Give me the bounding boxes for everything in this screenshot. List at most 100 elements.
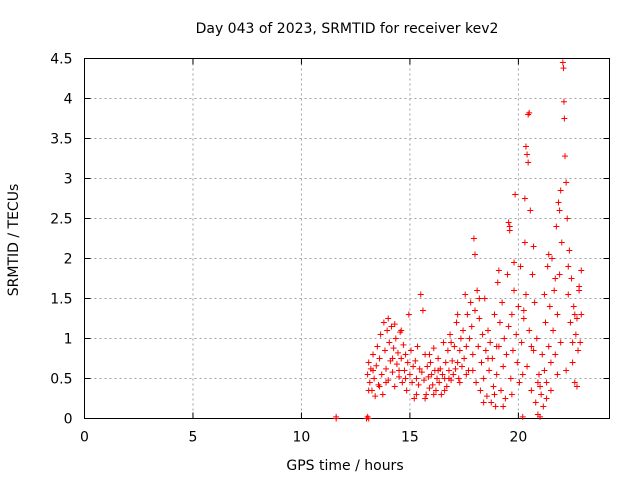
data-point <box>520 315 527 322</box>
data-point <box>549 255 556 262</box>
y-tick-label: 1 <box>64 332 73 348</box>
data-point <box>333 413 340 420</box>
data-point <box>480 399 487 406</box>
data-point <box>530 347 537 354</box>
data-point <box>471 307 478 314</box>
data-point <box>485 327 492 334</box>
data-point <box>551 287 558 294</box>
data-point <box>577 339 584 346</box>
data-point <box>434 375 441 382</box>
data-point <box>569 339 576 346</box>
data-point <box>417 291 424 298</box>
data-point <box>402 351 409 358</box>
data-point <box>541 367 548 374</box>
data-point <box>524 151 531 158</box>
data-point <box>426 385 433 392</box>
data-point <box>507 375 514 382</box>
data-point <box>416 365 423 372</box>
data-point <box>441 387 448 394</box>
data-point <box>544 263 551 270</box>
data-point <box>547 387 554 394</box>
data-point <box>389 369 396 376</box>
data-point <box>556 207 563 214</box>
data-point <box>385 315 392 322</box>
y-tick-label: 4.5 <box>50 52 72 68</box>
data-point <box>449 357 456 364</box>
data-point <box>524 363 531 370</box>
data-point <box>390 345 397 352</box>
data-point <box>501 335 508 342</box>
data-point <box>538 391 545 398</box>
data-point <box>504 271 511 278</box>
data-point <box>404 359 411 366</box>
x-tick-label: 5 <box>189 430 198 446</box>
data-point <box>399 379 406 386</box>
data-point <box>560 98 567 105</box>
data-point <box>380 319 387 326</box>
data-point <box>381 347 388 354</box>
data-point <box>384 327 391 334</box>
data-point <box>505 219 512 226</box>
data-point <box>559 59 566 66</box>
data-point <box>473 379 480 386</box>
data-point <box>494 279 501 286</box>
data-point <box>558 239 565 246</box>
data-point <box>391 321 398 328</box>
data-point <box>461 355 468 362</box>
data-point <box>505 323 512 330</box>
data-point <box>563 179 570 186</box>
data-point <box>424 363 431 370</box>
data-point <box>405 311 412 318</box>
data-point <box>413 375 420 382</box>
data-point <box>509 347 516 354</box>
data-point <box>553 223 560 230</box>
data-point <box>562 153 569 160</box>
x-tick-label: 20 <box>509 430 527 446</box>
data-point <box>442 359 449 366</box>
data-point <box>575 347 582 354</box>
y-axis-title: SRMTID / TECUs <box>6 184 22 297</box>
data-point <box>454 359 461 366</box>
data-point <box>448 339 455 346</box>
data-point <box>428 371 435 378</box>
data-point <box>396 367 403 374</box>
data-point <box>565 263 572 270</box>
data-point <box>570 303 577 310</box>
data-point <box>476 295 483 302</box>
data-point <box>508 391 515 398</box>
y-tick-label: 1.5 <box>50 292 72 308</box>
data-point <box>576 287 583 294</box>
data-point <box>499 299 506 306</box>
grid <box>84 58 610 419</box>
data-point <box>557 187 564 194</box>
data-point <box>427 359 434 366</box>
data-point <box>365 359 372 366</box>
data-point <box>535 371 542 378</box>
data-point <box>541 291 548 298</box>
data-point <box>415 381 422 388</box>
data-point <box>526 327 533 334</box>
data-point <box>411 395 418 402</box>
x-tick-label: 10 <box>293 430 311 446</box>
data-point <box>486 367 493 374</box>
data-point <box>567 319 574 326</box>
data-point <box>383 365 390 372</box>
data-point <box>462 291 469 298</box>
data-point <box>569 359 576 366</box>
data-point <box>364 371 371 378</box>
data-point <box>573 315 580 322</box>
data-point <box>403 387 410 394</box>
data-point <box>511 259 518 266</box>
axis-ticks: 0 0.5 1 1.5 2 2.5 3 3.5 4 4.5 0 5 10 15 20 <box>50 52 610 446</box>
data-point <box>511 287 518 294</box>
data-point <box>463 371 470 378</box>
data-point <box>493 343 500 350</box>
data-point <box>513 331 520 338</box>
data-point <box>439 371 446 378</box>
data-point <box>525 159 532 166</box>
data-point <box>374 343 381 350</box>
data-point <box>419 307 426 314</box>
data-point <box>481 295 488 302</box>
y-tick-label: 2 <box>64 252 73 268</box>
